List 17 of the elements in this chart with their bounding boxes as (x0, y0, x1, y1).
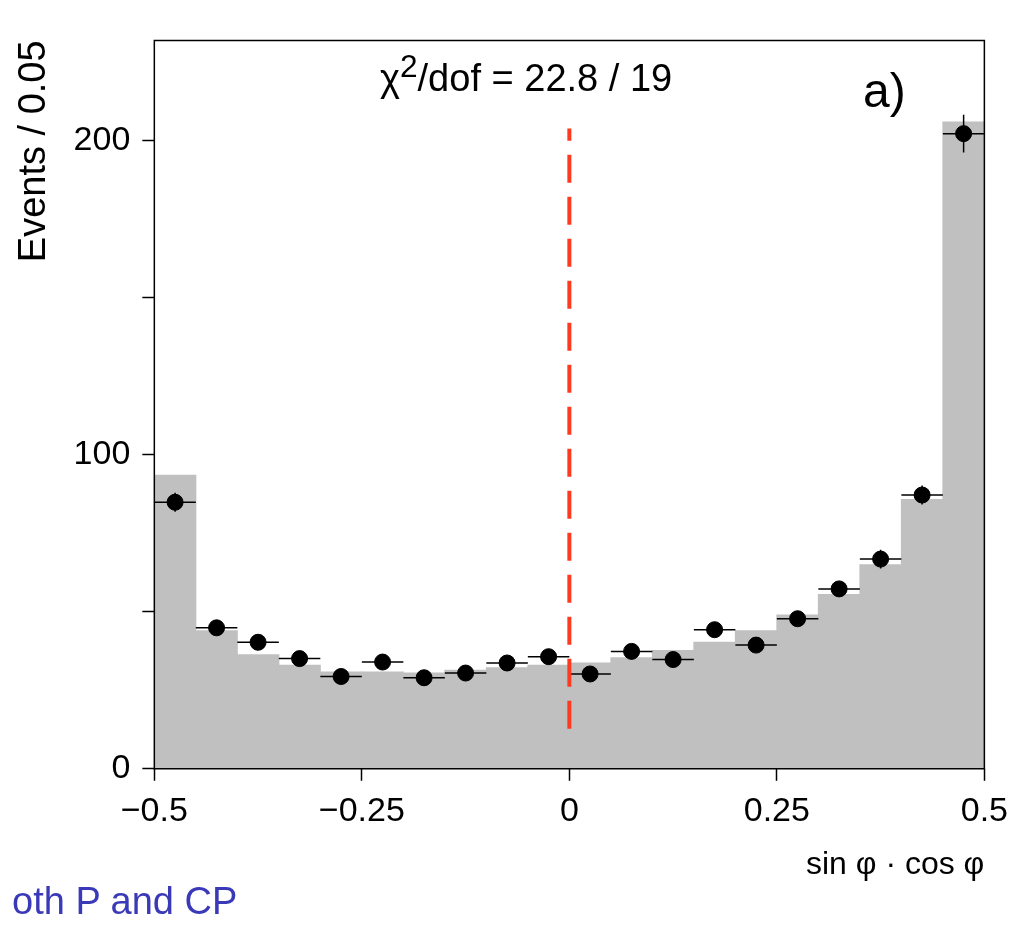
x-tick-label: −0.5 (120, 789, 188, 828)
annotation: χ$^{2}$/dof = 22.8 / 19 (380, 48, 673, 100)
point (706, 621, 724, 639)
y-tick-label: 0 (111, 747, 131, 786)
x-tick-label: 0.25 (743, 789, 810, 828)
y-axis-title: Events / 0.05 (11, 40, 54, 263)
annotation: a) (863, 63, 906, 118)
y-tick-label: 100 (73, 433, 131, 472)
x-tick-label: 0.5 (960, 789, 1008, 828)
point (540, 648, 558, 666)
x-tick-label: −0.25 (318, 789, 405, 828)
x-tick-label: 0 (559, 789, 579, 828)
point (789, 610, 807, 628)
text: oth P and CP (12, 880, 238, 923)
y-tick-label: 200 (73, 119, 131, 158)
x-axis-title: sin φ · cos φ (805, 844, 985, 881)
point (291, 650, 309, 668)
